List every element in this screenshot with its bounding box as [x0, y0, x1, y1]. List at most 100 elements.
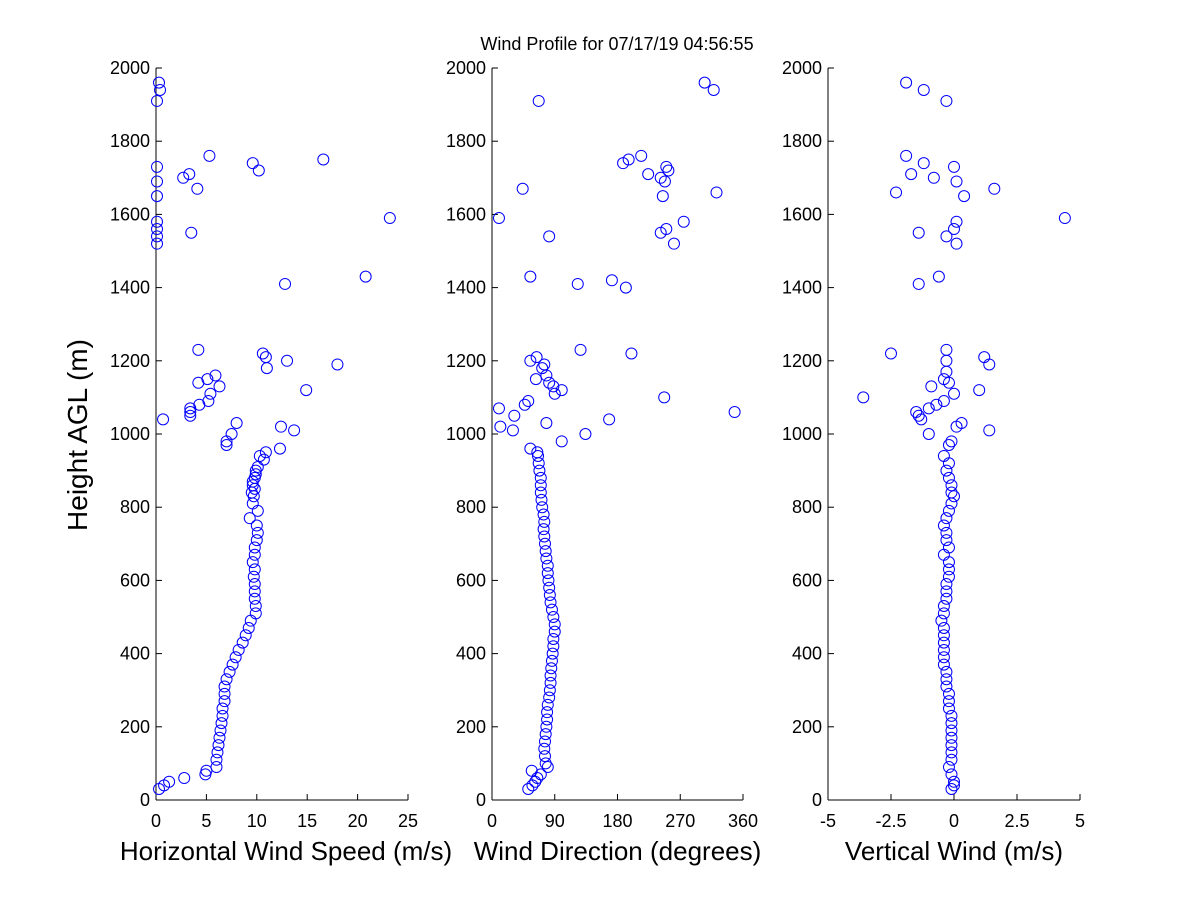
data-point	[220, 673, 233, 686]
data-point	[539, 728, 552, 741]
data-point	[548, 387, 561, 400]
data-point	[204, 387, 217, 400]
data-point	[948, 775, 960, 788]
data-point	[184, 406, 197, 419]
data-point	[544, 669, 557, 682]
data-point	[546, 647, 559, 660]
data-point	[948, 223, 960, 236]
data-point	[942, 563, 955, 576]
data-point	[248, 563, 261, 576]
y-tick-label: 2000	[446, 58, 486, 78]
data-point	[218, 680, 231, 693]
data-point	[667, 237, 680, 250]
data-point	[250, 519, 263, 532]
data-point	[232, 643, 245, 656]
y-tick-label: 0	[476, 790, 486, 810]
data-point	[247, 570, 260, 583]
data-point	[539, 545, 552, 558]
data-point	[532, 457, 545, 470]
data-point	[948, 387, 960, 400]
data-point	[937, 621, 950, 634]
data-point	[260, 362, 273, 375]
data-point	[940, 680, 953, 693]
data-point	[242, 621, 255, 634]
data-point	[940, 578, 953, 591]
data-point	[948, 490, 960, 503]
data-point	[252, 164, 265, 177]
data-point	[151, 215, 164, 228]
x-tick-label: 20	[348, 811, 368, 831]
data-point	[256, 347, 269, 360]
x-tick-label: 15	[297, 811, 317, 831]
data-point	[524, 354, 537, 367]
y-tick-label: 1400	[110, 278, 150, 298]
data-point	[937, 651, 950, 664]
data-point	[534, 471, 547, 484]
data-point	[707, 83, 720, 96]
data-point	[259, 446, 272, 459]
data-point	[218, 687, 231, 700]
data-point	[529, 775, 542, 788]
data-point	[215, 717, 228, 730]
data-point	[538, 735, 551, 748]
data-point	[912, 226, 925, 239]
data-point	[540, 369, 553, 382]
data-point	[223, 665, 236, 678]
data-point	[247, 490, 260, 503]
y-tick-label: 400	[792, 644, 822, 664]
data-point	[942, 702, 955, 715]
data-point	[543, 691, 556, 704]
data-point	[945, 739, 958, 752]
data-point	[281, 354, 294, 367]
data-point	[151, 230, 164, 243]
data-point	[184, 409, 197, 422]
data-point	[532, 94, 545, 107]
data-point	[153, 783, 166, 796]
data-point	[925, 380, 938, 393]
data-point	[524, 270, 537, 283]
x-tick-label: -2.5	[875, 811, 906, 831]
data-point	[937, 643, 950, 656]
data-point	[248, 585, 261, 598]
data-point	[191, 182, 204, 195]
data-point	[698, 76, 711, 89]
data-point	[230, 417, 243, 430]
y-tick-label: 200	[120, 717, 150, 737]
data-point	[945, 753, 958, 766]
data-point	[251, 526, 264, 539]
data-point	[625, 347, 638, 360]
data-point	[538, 537, 551, 550]
data-point	[214, 724, 227, 737]
data-point	[494, 420, 507, 433]
data-point	[950, 420, 963, 433]
data-point	[536, 501, 549, 514]
x-tick-label: 0	[151, 811, 161, 831]
data-point	[945, 746, 958, 759]
data-point	[532, 449, 545, 462]
data-point	[937, 519, 950, 532]
data-point	[917, 157, 930, 170]
data-point	[537, 508, 550, 521]
data-point	[940, 365, 953, 378]
data-point	[518, 398, 531, 411]
x-tick-label: 5	[1075, 811, 1085, 831]
data-point	[642, 168, 655, 181]
data-point	[988, 182, 1001, 195]
data-point	[211, 746, 224, 759]
y-tick-label: 1600	[782, 204, 822, 224]
data-point	[942, 438, 955, 451]
data-point	[506, 424, 519, 437]
data-point	[942, 695, 955, 708]
data-point	[945, 768, 958, 781]
y-tick-label: 600	[120, 570, 150, 590]
data-point	[383, 212, 396, 225]
data-point	[530, 351, 543, 364]
data-point	[945, 497, 958, 510]
y-tick-label: 1200	[110, 351, 150, 371]
data-point	[945, 783, 958, 796]
data-point	[492, 402, 505, 415]
data-point	[940, 94, 953, 107]
data-point	[200, 764, 213, 777]
